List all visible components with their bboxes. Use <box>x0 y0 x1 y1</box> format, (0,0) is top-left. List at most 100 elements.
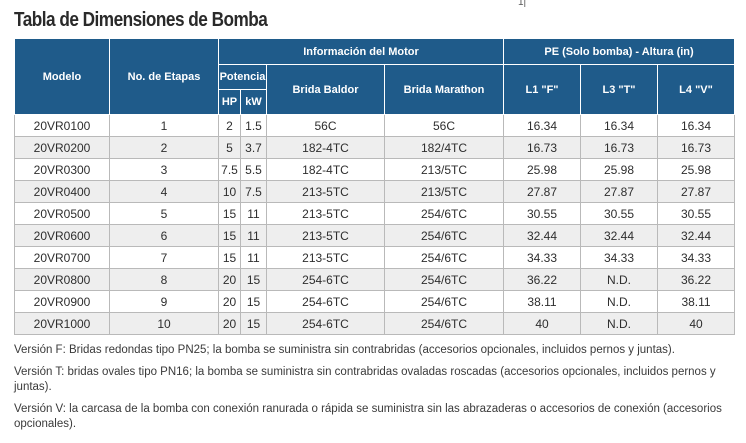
table-row: 20VR0700 7 15 11 213-5TC 254/6TC 34.33 3… <box>14 246 736 269</box>
footnotes: Versión F: Bridas redondas tipo PN25; la… <box>14 343 736 439</box>
cell-brida-marathon: 254/6TC <box>384 268 504 291</box>
table-body: 20VR0100 1 2 1.5 56C 56C 16.34 16.34 16.… <box>14 114 736 335</box>
cell-l4: 25.98 <box>656 158 736 181</box>
table-row: 20VR0600 6 15 11 213-5TC 254/6TC 32.44 3… <box>14 224 736 247</box>
cell-l4: 38.11 <box>656 290 736 313</box>
cell-l1: 30.55 <box>503 202 581 225</box>
cell-l4: 34.33 <box>656 246 736 269</box>
cell-etapas: 6 <box>109 224 219 247</box>
cell-brida-marathon: 56C <box>384 114 504 137</box>
table-row: 20VR0800 8 20 15 254-6TC 254/6TC 36.22 N… <box>14 268 736 291</box>
cell-modelo: 20VR0700 <box>14 246 110 269</box>
cell-l1: 25.98 <box>503 158 581 181</box>
cell-kw: 15 <box>240 312 267 335</box>
note-version-t: Versión T: bridas ovales tipo PN16; la b… <box>14 366 716 393</box>
cell-modelo: 20VR0500 <box>14 202 110 225</box>
cell-brida-baldor: 254-6TC <box>266 290 385 313</box>
cell-hp: 20 <box>218 268 241 291</box>
cell-hp: 15 <box>218 202 241 225</box>
header-l3: L3 "T" <box>580 64 658 115</box>
cell-l1: 27.87 <box>503 180 581 203</box>
cell-l3: N.D. <box>580 312 658 335</box>
cell-kw: 15 <box>240 290 267 313</box>
cell-kw: 7.5 <box>240 180 267 203</box>
table-row: 20VR0200 2 5 3.7 182-4TC 182/4TC 16.73 1… <box>14 136 736 159</box>
cell-kw: 11 <box>240 246 267 269</box>
cell-brida-baldor: 182-4TC <box>266 136 385 159</box>
cell-l1: 36.22 <box>503 268 581 291</box>
cell-l1: 40 <box>503 312 581 335</box>
cell-etapas: 3 <box>109 158 219 181</box>
cell-l3: 16.73 <box>580 136 658 159</box>
cell-l3: 16.34 <box>580 114 658 137</box>
cell-brida-marathon: 254/6TC <box>384 312 504 335</box>
note-version-f: Versión F: Bridas redondas tipo PN25; la… <box>14 344 675 356</box>
table-row: 20VR0100 1 2 1.5 56C 56C 16.34 16.34 16.… <box>14 114 736 137</box>
cell-brida-baldor: 213-5TC <box>266 224 385 247</box>
table-row: 20VR0300 3 7.5 5.5 182-4TC 213/5TC 25.98… <box>14 158 736 181</box>
cell-hp: 20 <box>218 290 241 313</box>
table-row: 20VR1000 10 20 15 254-6TC 254/6TC 40 N.D… <box>14 312 736 335</box>
header-brida-marathon: Brida Marathon <box>384 64 504 115</box>
header-hp: HP <box>218 89 241 115</box>
header-brida-baldor: Brida Baldor <box>266 64 385 115</box>
cell-l1: 16.73 <box>503 136 581 159</box>
cell-kw: 1.5 <box>240 114 267 137</box>
cell-etapas: 2 <box>109 136 219 159</box>
cell-l3: 32.44 <box>580 224 658 247</box>
header-l1: L1 "F" <box>503 64 581 115</box>
cell-hp: 5 <box>218 136 241 159</box>
cell-l3: 27.87 <box>580 180 658 203</box>
cell-hp: 20 <box>218 312 241 335</box>
cell-l4: 36.22 <box>656 268 736 291</box>
cell-brida-marathon: 254/6TC <box>384 202 504 225</box>
cell-l3: 30.55 <box>580 202 658 225</box>
cell-etapas: 1 <box>109 114 219 137</box>
header-potencia: Potencia <box>218 64 267 90</box>
cell-kw: 11 <box>240 202 267 225</box>
cell-brida-marathon: 254/6TC <box>384 246 504 269</box>
cell-hp: 15 <box>218 246 241 269</box>
cell-hp: 10 <box>218 180 241 203</box>
note-version-v: Versión V: la carcasa de la bomba con co… <box>14 403 722 430</box>
cell-hp: 2 <box>218 114 241 137</box>
cell-modelo: 20VR1000 <box>14 312 110 335</box>
cell-l1: 32.44 <box>503 224 581 247</box>
cell-l3: N.D. <box>580 290 658 313</box>
cell-modelo: 20VR0800 <box>14 268 110 291</box>
cell-modelo: 20VR0300 <box>14 158 110 181</box>
cell-l1: 34.33 <box>503 246 581 269</box>
page-corner-mark: 1| <box>518 0 527 8</box>
cell-l4: 16.34 <box>656 114 736 137</box>
header-pe-group: PE (Solo bomba) - Altura (in) <box>502 38 736 65</box>
page-title: Tabla de Dimensiones de Bomba <box>14 9 268 31</box>
header-kw: kW <box>240 89 267 115</box>
cell-brida-marathon: 213/5TC <box>384 180 504 203</box>
cell-l4: 27.87 <box>656 180 736 203</box>
cell-l3: N.D. <box>580 268 658 291</box>
cell-l3: 25.98 <box>580 158 658 181</box>
table-row: 20VR0900 9 20 15 254-6TC 254/6TC 38.11 N… <box>14 290 736 313</box>
cell-modelo: 20VR0400 <box>14 180 110 203</box>
cell-brida-baldor: 254-6TC <box>266 268 385 291</box>
cell-hp: 15 <box>218 224 241 247</box>
cell-brida-baldor: 213-5TC <box>266 180 385 203</box>
cell-kw: 11 <box>240 224 267 247</box>
cell-etapas: 8 <box>109 268 219 291</box>
cell-modelo: 20VR0200 <box>14 136 110 159</box>
cell-brida-marathon: 254/6TC <box>384 290 504 313</box>
cell-l4: 30.55 <box>656 202 736 225</box>
cell-brida-marathon: 254/6TC <box>384 224 504 247</box>
cell-l1: 16.34 <box>503 114 581 137</box>
header-modelo: Modelo <box>14 38 110 115</box>
cell-modelo: 20VR0900 <box>14 290 110 313</box>
cell-etapas: 9 <box>109 290 219 313</box>
header-l4: L4 "V" <box>656 64 736 115</box>
cell-brida-baldor: 56C <box>266 114 385 137</box>
cell-brida-baldor: 213-5TC <box>266 202 385 225</box>
cell-modelo: 20VR0100 <box>14 114 110 137</box>
cell-l1: 38.11 <box>503 290 581 313</box>
cell-brida-marathon: 213/5TC <box>384 158 504 181</box>
cell-modelo: 20VR0600 <box>14 224 110 247</box>
cell-brida-marathon: 182/4TC <box>384 136 504 159</box>
